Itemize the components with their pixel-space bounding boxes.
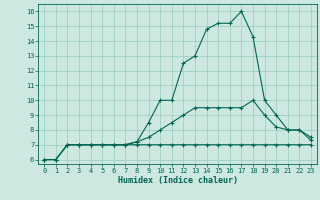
X-axis label: Humidex (Indice chaleur): Humidex (Indice chaleur) xyxy=(118,176,238,185)
